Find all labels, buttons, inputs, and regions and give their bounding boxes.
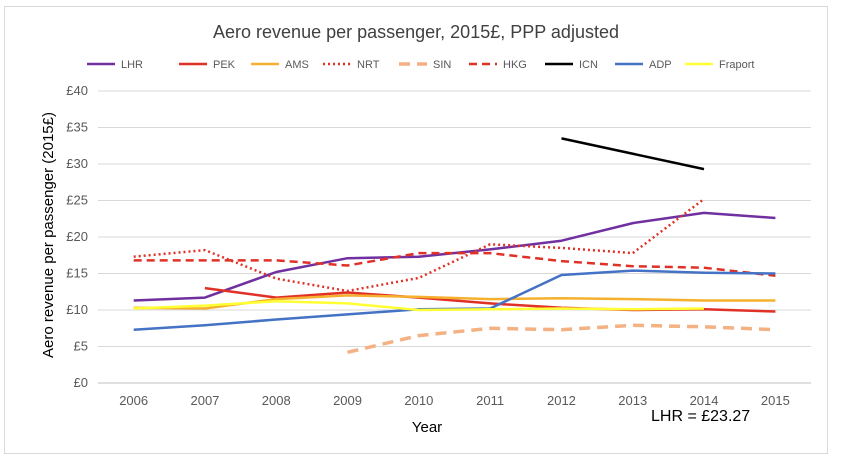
legend-label-icn: ICN xyxy=(579,59,598,71)
x-tick-label: 2014 xyxy=(690,393,719,408)
x-axis-ticks: 2006 2007 2008 2009 2010 2011 2012 2013 2014 2015 xyxy=(119,393,790,408)
legend-label-fraport: Fraport xyxy=(719,59,754,71)
legend-label-lhr: LHR xyxy=(121,59,143,71)
x-tick-label: 2009 xyxy=(333,393,362,408)
legend-label-adp: ADP xyxy=(649,59,672,71)
legend-label-sin: SIN xyxy=(433,59,451,71)
x-tick-label: 2015 xyxy=(761,393,790,408)
y-tick-label: £10 xyxy=(66,302,88,317)
series-line-lhr xyxy=(133,211,776,302)
x-tick-label: 2012 xyxy=(547,393,576,408)
legend: LHR PEK AMS NRT SIN HKG ICN ADP Fraport xyxy=(87,59,754,71)
lhr-annotation: LHR = £23.27 xyxy=(651,408,750,425)
y-tick-label: £35 xyxy=(66,120,88,135)
series-lines xyxy=(133,137,776,355)
y-tick-label: £15 xyxy=(66,266,88,281)
x-tick-label: 2006 xyxy=(119,393,148,408)
legend-label-pek: PEK xyxy=(213,59,236,71)
legend-label-ams: AMS xyxy=(285,59,309,71)
y-tick-label: £0 xyxy=(74,375,88,390)
y-tick-label: £20 xyxy=(66,229,88,244)
series-line-hkg xyxy=(133,251,776,277)
gridlines xyxy=(98,90,811,384)
y-axis-ticks: £0 £5 £10 £15 £20 £25 £30 £35 £40 xyxy=(66,83,88,390)
y-tick-label: £40 xyxy=(66,83,88,98)
x-tick-label: 2010 xyxy=(404,393,433,408)
x-tick-label: 2008 xyxy=(262,393,291,408)
series-line-sin xyxy=(347,323,776,355)
x-axis-title: Year xyxy=(412,419,442,436)
y-tick-label: £5 xyxy=(74,339,88,354)
legend-label-nrt: NRT xyxy=(357,59,380,71)
chart-title: Aero revenue per passenger, 2015£, PPP a… xyxy=(213,22,619,42)
legend-label-hkg: HKG xyxy=(503,59,527,71)
chart-frame: Aero revenue per passenger, 2015£, PPP a… xyxy=(4,6,828,454)
y-tick-label: £25 xyxy=(66,193,88,208)
x-tick-label: 2011 xyxy=(476,393,504,408)
series-line-nrt xyxy=(133,198,705,293)
x-tick-label: 2013 xyxy=(618,393,647,408)
y-axis-title: Aero revenue per passenger (2015£) xyxy=(40,112,57,358)
series-line-fraport xyxy=(133,299,705,312)
x-tick-label: 2007 xyxy=(190,393,219,408)
series-line-icn xyxy=(561,137,705,171)
line-chart: Aero revenue per passenger, 2015£, PPP a… xyxy=(40,22,811,436)
y-tick-label: £30 xyxy=(66,156,88,171)
series-line-ams xyxy=(133,294,776,310)
